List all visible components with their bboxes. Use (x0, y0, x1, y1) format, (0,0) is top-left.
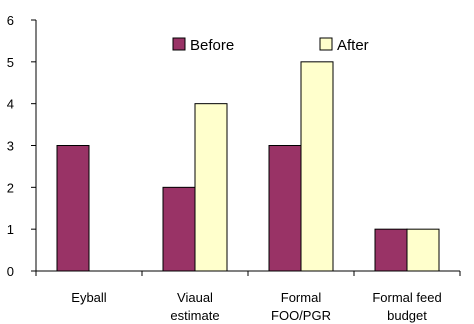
y-tick-label: 1 (7, 222, 14, 237)
x-tick-label: Formal (281, 290, 322, 305)
x-axis: Eyball Viaual estimate Formal FOO/PGR Formal … (35, 270, 461, 323)
legend-label-before: Before (190, 37, 234, 54)
legend-swatch-after (319, 37, 333, 51)
x-tick-label: Formal feed (372, 290, 441, 305)
legend-swatch-before (172, 37, 186, 51)
y-tick-label: 4 (7, 97, 14, 112)
y-tick-label: 0 (7, 264, 14, 279)
legend: Before After (172, 37, 369, 54)
bar-before (56, 145, 90, 272)
y-axis: 0 1 2 3 4 5 6 (7, 13, 37, 279)
bar-after (406, 228, 440, 272)
x-tick-label: estimate (170, 308, 219, 323)
bar-after (300, 61, 334, 272)
bar-before (268, 145, 302, 272)
y-tick-label: 5 (7, 55, 14, 70)
x-tick-label: budget (387, 308, 427, 323)
x-tick-label: Eyball (71, 290, 107, 305)
bar-before (374, 228, 408, 272)
x-tick-label: FOO/PGR (271, 308, 331, 323)
legend-label-after: After (337, 37, 369, 54)
y-tick-label: 6 (7, 13, 14, 28)
bar-before (162, 186, 196, 272)
bar-after (194, 103, 228, 272)
x-tick-label: Viaual (177, 290, 213, 305)
bars (56, 61, 440, 272)
y-tick-label: 3 (7, 139, 14, 154)
y-tick-label: 2 (7, 180, 14, 195)
